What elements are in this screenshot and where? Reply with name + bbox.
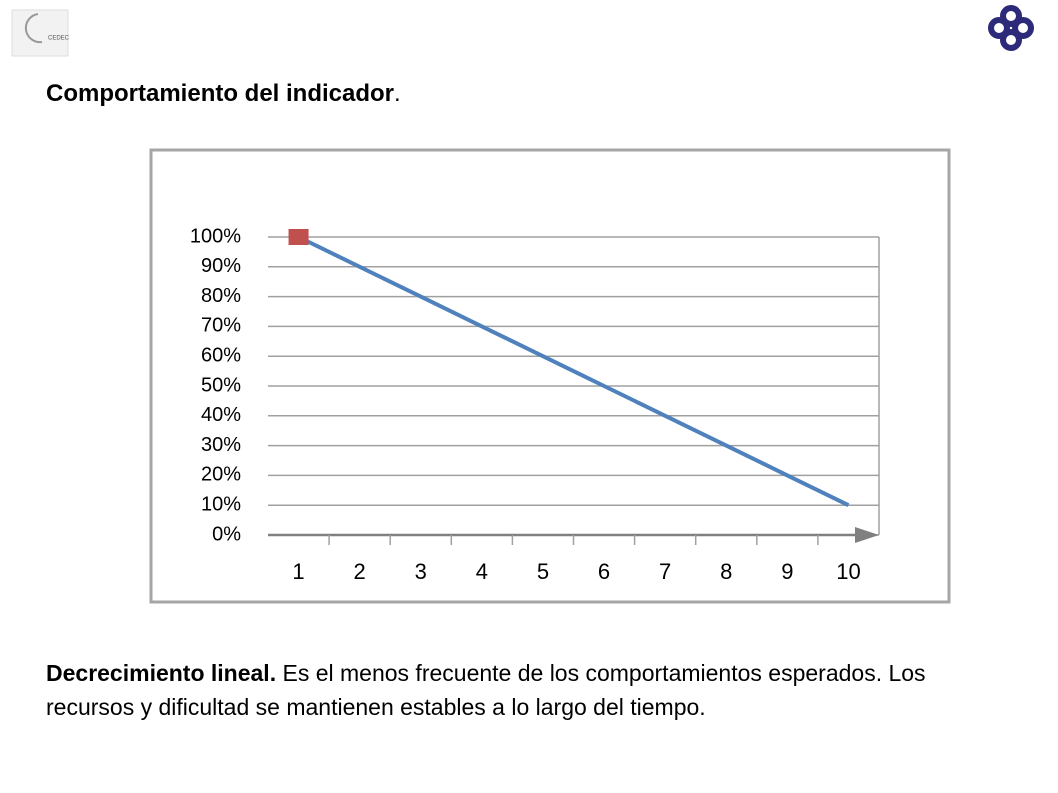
y-tick-label: 90%: [201, 255, 241, 277]
y-tick-label: 70%: [201, 315, 241, 337]
x-tick-label: 1: [292, 559, 304, 584]
logo-box: [11, 9, 69, 57]
marker: [288, 229, 309, 245]
x-tick-label: 10: [836, 559, 860, 584]
heading-rest: .: [394, 80, 401, 107]
logo-text: CEDEC: [48, 36, 70, 42]
x-tick-label: 6: [598, 559, 610, 584]
paragraph-bold: Decrecimiento lineal.: [46, 660, 277, 686]
x-tick-label: 9: [781, 559, 793, 584]
paragraph-rest: Es el menos frecuente de los comportamie…: [46, 660, 926, 720]
chart-frame: [149, 148, 951, 604]
y-tick-label: 10%: [201, 493, 241, 515]
x-tick-label: 5: [537, 559, 549, 584]
x-tick-label: 4: [476, 559, 488, 584]
y-tick-label: 100%: [190, 225, 241, 247]
logo-rings: [988, 5, 1034, 51]
paragraph: Decrecimiento lineal. Es el menos frecue…: [46, 656, 1006, 724]
heading-bold: Comportamiento del indicador: [46, 80, 395, 107]
y-tick-label: 80%: [201, 285, 241, 307]
heading: Comportamiento del indicador.: [46, 80, 401, 108]
logo-left: CEDEC: [11, 9, 70, 57]
x-tick-label: 2: [354, 559, 366, 584]
y-tick-label: 0%: [212, 523, 241, 545]
y-tick-label: 20%: [201, 464, 241, 486]
x-tick-label: 7: [659, 559, 671, 584]
x-tick-label: 3: [415, 559, 427, 584]
x-axis-arrow: [855, 527, 879, 543]
y-tick-label: 50%: [201, 374, 241, 396]
y-tick-label: 60%: [201, 344, 241, 366]
y-tick-label: 30%: [201, 434, 241, 456]
x-tick-label: 8: [720, 559, 732, 584]
y-tick-label: 40%: [201, 404, 241, 426]
series-line: [297, 235, 850, 507]
logo-right: [988, 5, 1034, 51]
logo-swirl: [24, 13, 43, 44]
